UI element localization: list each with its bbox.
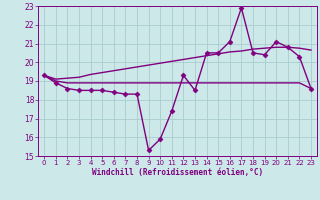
X-axis label: Windchill (Refroidissement éolien,°C): Windchill (Refroidissement éolien,°C)	[92, 168, 263, 177]
